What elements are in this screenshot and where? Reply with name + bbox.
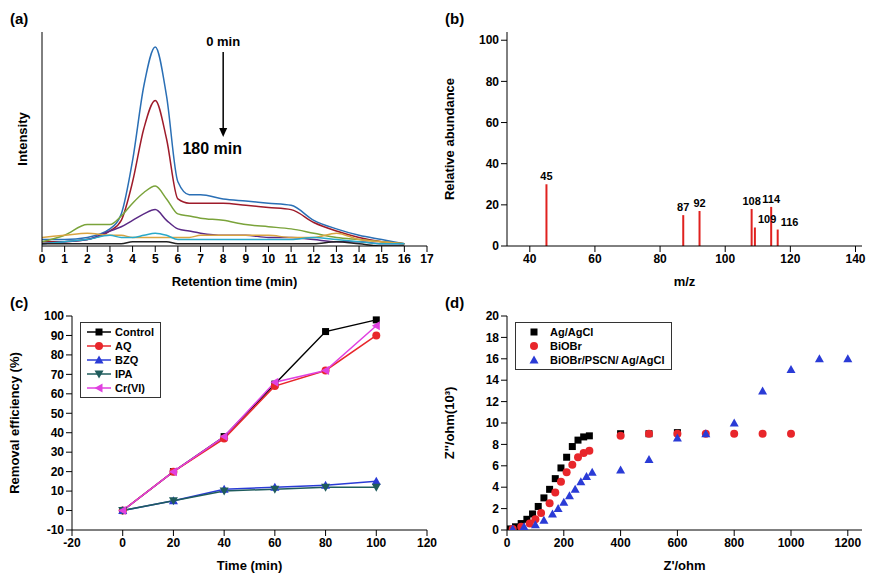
svg-text:87: 87: [677, 201, 689, 213]
svg-text:14: 14: [352, 252, 366, 266]
svg-text:1200: 1200: [834, 536, 861, 550]
html-text:Cr(VI): Cr(VI): [115, 382, 145, 394]
svg-text:m/z: m/z: [674, 274, 696, 289]
svg-text:120: 120: [780, 252, 800, 266]
svg-text:12: 12: [307, 252, 321, 266]
svg-text:0: 0: [39, 252, 46, 266]
svg-text:Time (min): Time (min): [217, 558, 283, 573]
html-text:BiOBr/PSCN/ Ag/AgCl: BiOBr/PSCN/ Ag/AgCl: [550, 354, 665, 366]
svg-text:800: 800: [724, 536, 744, 550]
html-text:0 min: 0 min: [206, 34, 241, 49]
svg-text:50: 50: [51, 407, 65, 421]
svg-text:17: 17: [420, 252, 434, 266]
svg-text:15: 15: [375, 252, 389, 266]
svg-text:2: 2: [84, 252, 91, 266]
svg-text:40: 40: [51, 426, 65, 440]
svg-text:16: 16: [398, 252, 412, 266]
svg-text:80: 80: [319, 536, 333, 550]
svg-text:4: 4: [129, 252, 136, 266]
svg-text:6: 6: [175, 252, 182, 266]
svg-text:30: 30: [51, 445, 65, 459]
html-text:IPA: IPA: [115, 368, 133, 380]
html-text:180 min: 180 min: [182, 140, 242, 157]
svg-text:100: 100: [366, 536, 386, 550]
svg-text:13: 13: [330, 252, 344, 266]
svg-text:20: 20: [51, 465, 65, 479]
svg-text:10: 10: [486, 416, 500, 430]
html-text:Ag/AgCl: Ag/AgCl: [550, 326, 594, 338]
svg-text:400: 400: [611, 536, 631, 550]
svg-text:Relative abundance: Relative abundance: [443, 78, 457, 200]
svg-text:20: 20: [486, 309, 500, 323]
svg-text:6: 6: [492, 459, 499, 473]
svg-text:Retention time (min): Retention time (min): [172, 274, 298, 289]
svg-text:1: 1: [61, 252, 68, 266]
svg-text:5: 5: [152, 252, 159, 266]
svg-text:100: 100: [715, 252, 735, 266]
svg-text:20: 20: [167, 536, 181, 550]
html-text:AQ: AQ: [115, 340, 132, 352]
svg-text:80: 80: [486, 75, 500, 89]
svg-text:80: 80: [653, 252, 667, 266]
svg-text:600: 600: [667, 536, 687, 550]
svg-text:200: 200: [554, 536, 574, 550]
svg-text:92: 92: [693, 197, 705, 209]
svg-text:40: 40: [486, 157, 500, 171]
html-text:(a): (a): [10, 10, 29, 27]
svg-text:2: 2: [492, 502, 499, 516]
svg-text:10: 10: [262, 252, 276, 266]
html-text:(b): (b): [445, 10, 465, 27]
svg-text:10: 10: [51, 484, 65, 498]
svg-text:100: 100: [479, 33, 499, 47]
svg-text:16: 16: [486, 352, 500, 366]
svg-text:Z'/ohm: Z'/ohm: [663, 558, 705, 573]
svg-text:0: 0: [119, 536, 126, 550]
svg-text:80: 80: [51, 348, 65, 362]
svg-text:3: 3: [107, 252, 114, 266]
svg-text:70: 70: [51, 368, 65, 382]
svg-text:109: 109: [758, 213, 776, 225]
svg-text:0: 0: [492, 523, 499, 537]
svg-text:60: 60: [268, 536, 282, 550]
svg-text:0: 0: [504, 536, 511, 550]
html-text:(d): (d): [445, 294, 465, 311]
html-text:Control: Control: [115, 326, 155, 338]
html-text:BZQ: BZQ: [115, 354, 139, 366]
svg-text:8: 8: [220, 252, 227, 266]
svg-text:18: 18: [486, 331, 500, 345]
svg-text:20: 20: [486, 198, 500, 212]
svg-text:60: 60: [51, 387, 65, 401]
svg-text:1000: 1000: [778, 536, 805, 550]
svg-text:Intensity: Intensity: [15, 112, 30, 166]
svg-text:120: 120: [417, 536, 437, 550]
html-text:BiOBr: BiOBr: [550, 340, 582, 352]
svg-text:8: 8: [492, 438, 499, 452]
svg-text:90: 90: [51, 329, 65, 343]
svg-text:12: 12: [486, 395, 500, 409]
svg-text:7: 7: [197, 252, 204, 266]
svg-text:4: 4: [492, 480, 499, 494]
svg-text:140: 140: [845, 252, 865, 266]
svg-text:45: 45: [540, 170, 552, 182]
svg-text:40: 40: [523, 252, 537, 266]
svg-text:Removal efficiency (%): Removal efficiency (%): [8, 352, 22, 494]
svg-text:Z''/ohm(10³): Z''/ohm(10³): [443, 387, 457, 460]
svg-text:40: 40: [217, 536, 231, 550]
svg-text:-20: -20: [63, 536, 81, 550]
svg-text:9: 9: [242, 252, 249, 266]
svg-text:11: 11: [285, 252, 298, 266]
svg-text:108: 108: [742, 195, 760, 207]
svg-text:14: 14: [486, 373, 500, 387]
svg-text:-10: -10: [47, 523, 65, 537]
svg-text:100: 100: [44, 309, 64, 323]
svg-text:116: 116: [781, 216, 799, 228]
svg-text:114: 114: [762, 193, 781, 205]
svg-text:60: 60: [588, 252, 602, 266]
svg-text:60: 60: [486, 116, 500, 130]
svg-text:0: 0: [57, 504, 64, 518]
svg-text:0: 0: [492, 239, 499, 253]
html-text:(c): (c): [10, 294, 29, 311]
